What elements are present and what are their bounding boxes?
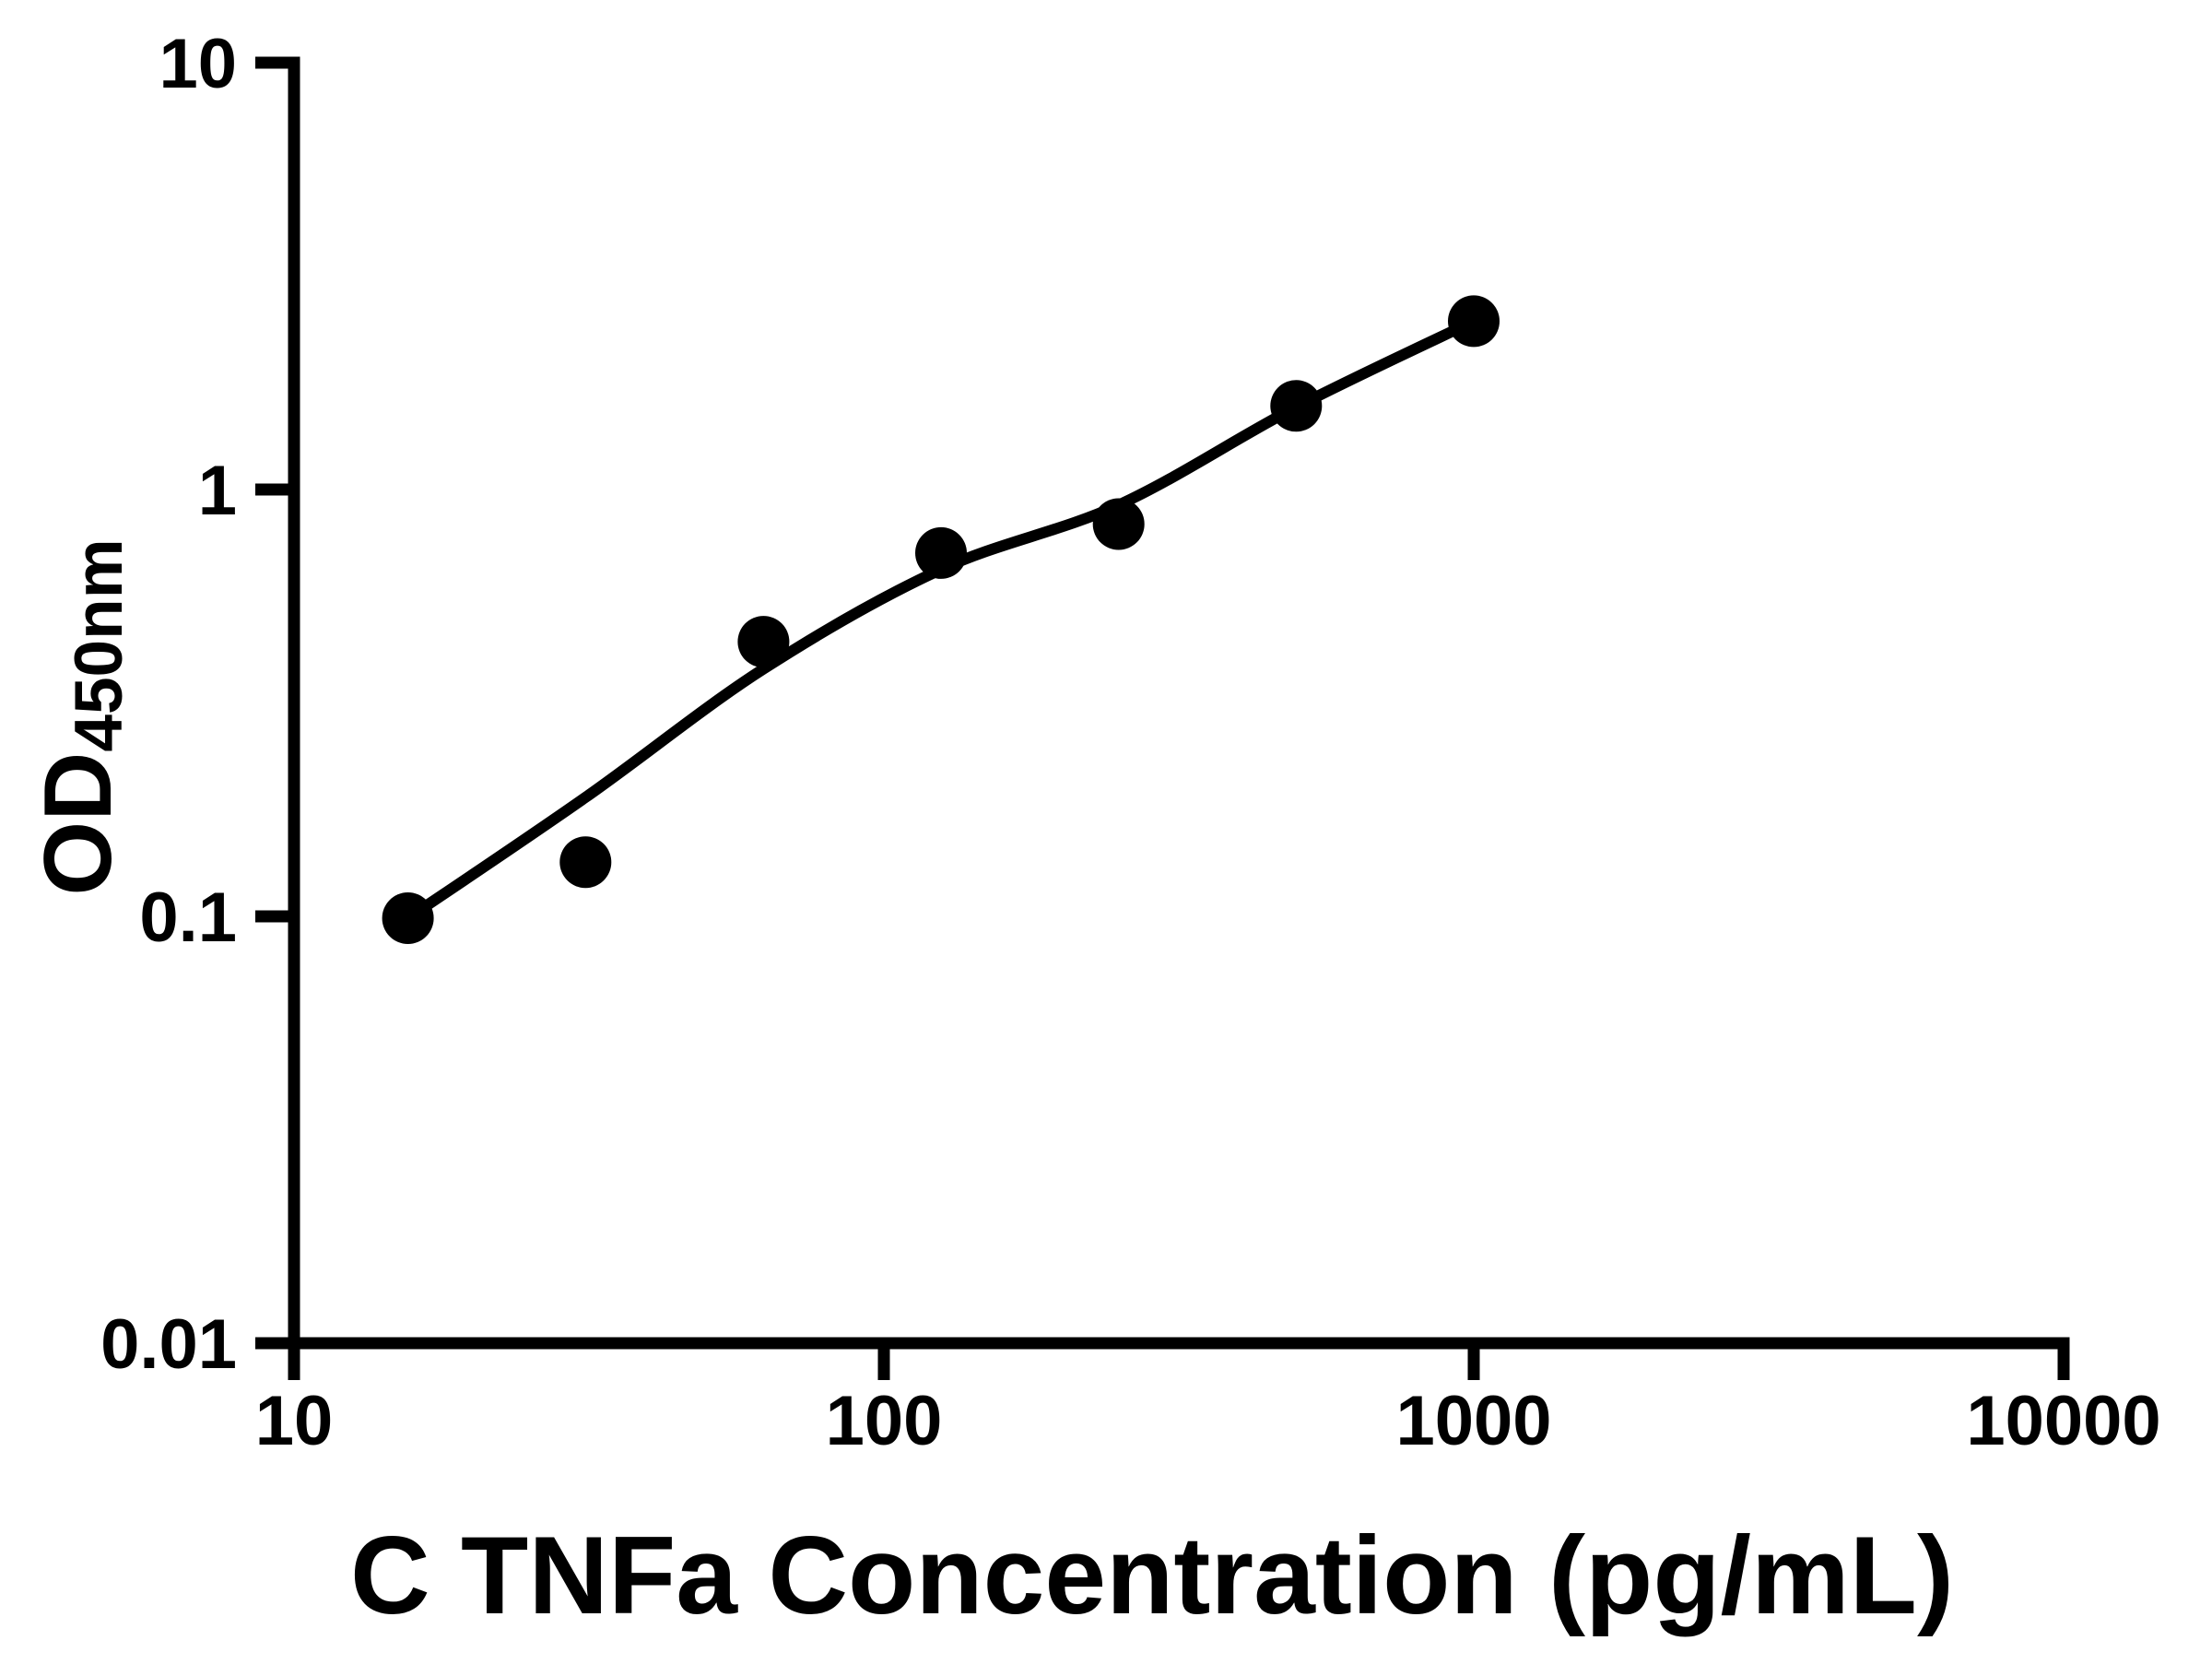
- data-point-marker: [559, 836, 612, 889]
- data-point-marker: [1092, 498, 1145, 550]
- data-point-marker: [737, 616, 790, 668]
- data-points-layer: [382, 295, 1500, 944]
- x-tick-label: 10000: [1966, 1382, 2160, 1460]
- y-tick-label: 10: [159, 25, 237, 103]
- x-tick-label: 10: [255, 1382, 334, 1460]
- y-axis-title: OD450nm: [25, 538, 136, 895]
- x-tick-label: 100: [826, 1382, 943, 1460]
- y-tick-label: 1: [198, 452, 237, 530]
- y-axis-title-main: OD: [25, 752, 132, 896]
- y-tick-label: 0.01: [100, 1305, 237, 1384]
- data-point-marker: [915, 526, 967, 579]
- data-point-marker: [1448, 295, 1500, 348]
- data-point-marker: [382, 892, 434, 944]
- data-point-marker: [1270, 380, 1323, 432]
- x-axis-ticks: 10 100 1000 10000: [255, 1349, 2161, 1460]
- y-axis-title-subscript: 450nm: [62, 538, 136, 751]
- y-tick-label: 0.1: [139, 879, 237, 957]
- y-axis-ticks: 10 1 0.1 0.01: [100, 25, 288, 1384]
- x-axis-title: C TNFa Concentration (pg/mL): [350, 1514, 1954, 1637]
- x-tick-label: 1000: [1395, 1382, 1551, 1460]
